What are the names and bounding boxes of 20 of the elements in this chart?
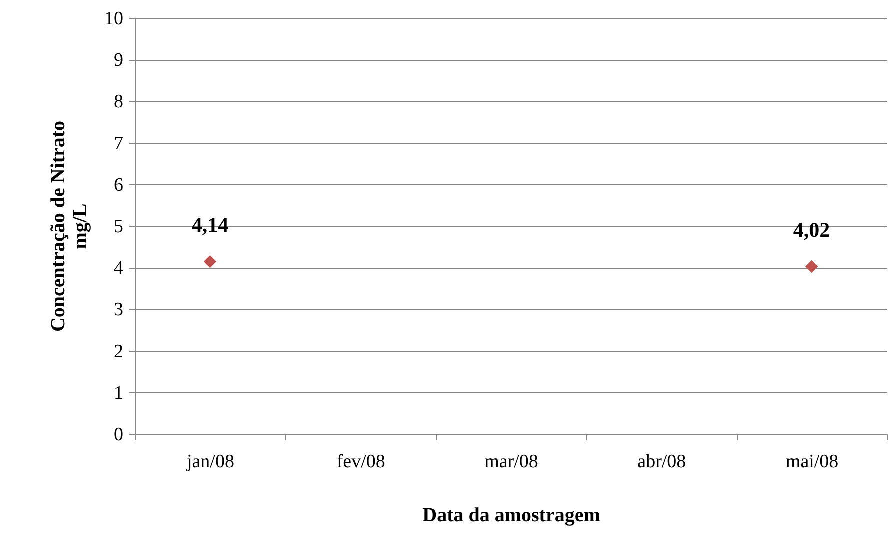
- x-tick-label: fev/08: [336, 452, 386, 472]
- y-tick-label: 9: [114, 50, 124, 72]
- x-tick-label: mai/08: [786, 452, 839, 472]
- y-tick-label: 5: [114, 216, 124, 238]
- y-tick-label: 7: [114, 133, 124, 154]
- y-tick-label: 1: [114, 382, 124, 404]
- x-tick-label: abr/08: [638, 452, 686, 472]
- x-tick-label: mar/08: [484, 452, 538, 472]
- y-tick-label: 2: [114, 341, 124, 362]
- y-tick-label: 8: [114, 92, 124, 113]
- y-tick-label: 6: [114, 174, 124, 196]
- y-tick-label: 0: [114, 424, 124, 446]
- x-tick-label: jan/08: [186, 452, 234, 472]
- y-tick-label: 3: [114, 300, 124, 321]
- y-axis-title: Concentração de Nitrato mg/L: [48, 120, 92, 332]
- data-label: 4,14: [192, 212, 230, 237]
- y-tick-label: 10: [104, 8, 124, 30]
- data-label: 4,02: [793, 218, 830, 242]
- x-axis-title: Data da amostragem: [422, 504, 601, 526]
- y-tick-label: 4: [114, 258, 124, 280]
